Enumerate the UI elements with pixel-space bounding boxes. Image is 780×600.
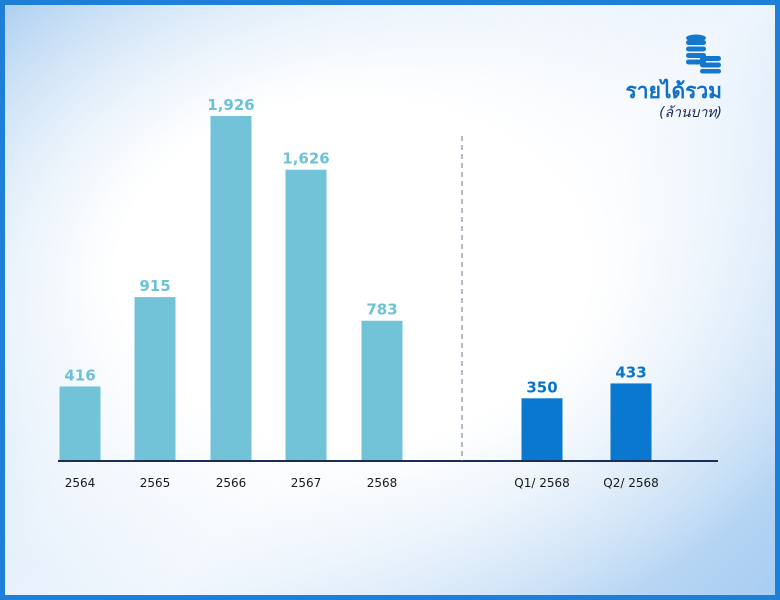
x-tick-label: 2567 <box>291 476 322 490</box>
bar-Q1-2568 <box>521 398 563 461</box>
bar-2564 <box>59 386 101 461</box>
bar-2568 <box>361 320 403 461</box>
bar-Q2-2568 <box>610 383 652 461</box>
data-label: 416 <box>64 366 95 384</box>
data-label: 1,626 <box>282 150 329 168</box>
bar-2566 <box>210 116 252 461</box>
x-tick-label: 2568 <box>367 476 398 490</box>
bars-group <box>59 116 652 461</box>
coins-stack-icon <box>686 34 721 74</box>
x-tick-label: 2565 <box>140 476 171 490</box>
data-label: 1,926 <box>207 96 254 114</box>
data-label: 433 <box>615 363 646 381</box>
bar-2567 <box>285 169 327 461</box>
x-tick-label: Q1/ 2568 <box>514 476 569 490</box>
chart-title-block: รายได้รวม (ล้านบาท) <box>626 78 723 122</box>
labels-group: 416 2564 915 2565 1,926 2566 1,626 2567 783 2568 3… <box>64 96 658 490</box>
data-label: 783 <box>366 301 397 319</box>
data-label: 915 <box>139 277 170 295</box>
bar-2565 <box>134 297 176 461</box>
data-label: 350 <box>526 378 557 396</box>
x-tick-label: 2566 <box>216 476 247 490</box>
chart-title: รายได้รวม <box>625 79 723 103</box>
x-tick-label: Q2/ 2568 <box>603 476 658 490</box>
x-tick-label: 2564 <box>65 476 96 490</box>
chart-subtitle-unit: (ล้านบาท) <box>659 105 722 121</box>
